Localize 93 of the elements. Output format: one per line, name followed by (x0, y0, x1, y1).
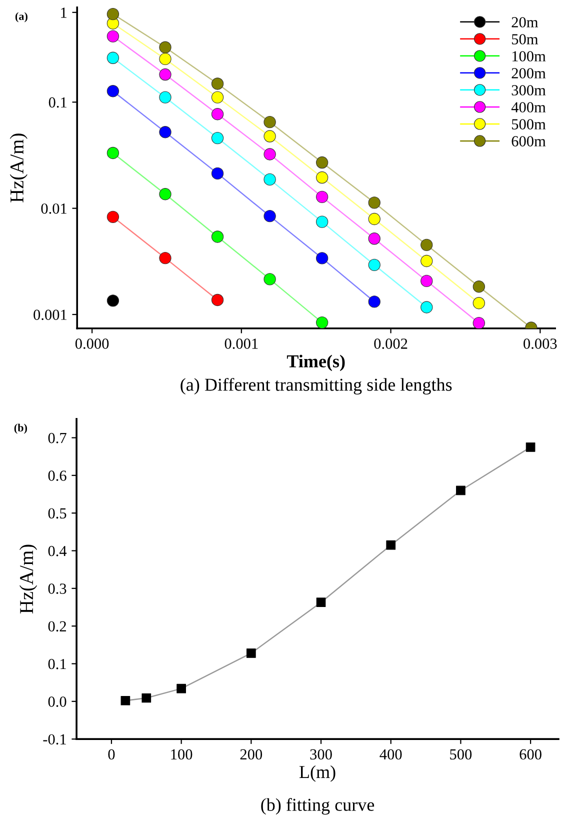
legend-label: 20m (512, 17, 538, 28)
point (159, 91, 172, 104)
point (142, 693, 152, 703)
legend-label: 600m (512, 136, 546, 146)
point (420, 274, 433, 288)
point (176, 684, 186, 694)
y-axis-title: Hz(A/m) (10, 134, 28, 202)
y-tick-label: -0.1 (43, 734, 66, 745)
point (264, 173, 276, 186)
y-tick-label: 0.2 (48, 621, 66, 632)
point (316, 252, 328, 264)
point (106, 85, 120, 98)
point (526, 442, 536, 452)
legend-label: 100m (512, 51, 546, 62)
y-tick-label: 0.5 (48, 508, 66, 519)
legend-label: 400m (511, 102, 546, 112)
point (472, 316, 486, 328)
point (368, 296, 380, 308)
point (211, 108, 224, 120)
text: (b) fitting curve (261, 798, 374, 815)
point (316, 171, 328, 184)
y-tick-label: 0.001 (34, 310, 66, 320)
point (264, 116, 276, 128)
point (211, 91, 224, 104)
y-tick-label: 1 (61, 8, 66, 18)
point (159, 126, 172, 138)
point (246, 648, 256, 658)
point (316, 156, 328, 169)
point (420, 301, 433, 314)
x-tick-label: 0 (108, 749, 115, 760)
point (120, 696, 130, 706)
point (456, 486, 466, 496)
point (316, 190, 328, 204)
point (106, 294, 120, 307)
point (106, 8, 120, 20)
x-axis-title: Time(s) (286, 354, 345, 372)
point (420, 254, 433, 268)
y-tick-label: 0.7 (48, 432, 66, 444)
x-tick-label: 200 (240, 749, 262, 760)
y-tick-label: 0.6 (48, 470, 66, 481)
point (368, 232, 380, 245)
point (264, 210, 276, 222)
point (106, 30, 120, 42)
x-tick-label: 600 (520, 749, 542, 760)
y-tick-label: 0.01 (41, 203, 66, 214)
x-tick-label: 0.000 (75, 338, 109, 349)
x-tick-label: 400 (380, 749, 402, 760)
point (316, 316, 328, 328)
x-tick-label: 500 (450, 749, 472, 760)
point (472, 280, 486, 293)
legend-label: 200m (512, 68, 546, 78)
x-axis-title: L(m) (299, 765, 336, 782)
legend-label: 500m (512, 119, 546, 130)
point (159, 188, 172, 200)
point (159, 252, 172, 264)
point (211, 132, 224, 144)
point (368, 212, 380, 226)
point (211, 230, 224, 243)
point (316, 216, 328, 228)
legend-label: 300m (512, 85, 546, 96)
x-tick-label: 100 (171, 749, 192, 760)
y-tick-label: 0.1 (48, 97, 66, 108)
x-tick-label: 0.002 (374, 338, 408, 349)
point (368, 196, 380, 209)
point (106, 146, 120, 160)
point (211, 167, 224, 180)
legend-label: 50m (512, 34, 538, 44)
point (472, 297, 486, 310)
point (420, 238, 433, 252)
text: (b) (14, 424, 27, 434)
point (106, 52, 120, 64)
y-tick-label: 0.0 (48, 696, 66, 707)
point (159, 52, 172, 66)
point (264, 273, 276, 286)
y-axis-title: Hz(A/m) (19, 544, 38, 614)
point (211, 294, 224, 306)
point (159, 68, 172, 81)
point (211, 78, 224, 90)
point (368, 258, 380, 272)
text: (a) Different transmitting side lengths (180, 378, 452, 395)
point (159, 41, 172, 54)
text: (a) (15, 12, 28, 22)
point (264, 130, 276, 142)
x-tick-label: 300 (310, 749, 332, 760)
point (386, 540, 396, 550)
x-tick-label: 0.003 (524, 338, 557, 349)
y-tick-label: 0.4 (48, 546, 67, 556)
y-tick-label: 0.3 (48, 584, 66, 594)
point (106, 210, 120, 223)
point (264, 148, 276, 160)
x-tick-label: 0.001 (224, 338, 258, 349)
point (316, 598, 326, 608)
y-tick-label: 0.1 (48, 658, 66, 670)
